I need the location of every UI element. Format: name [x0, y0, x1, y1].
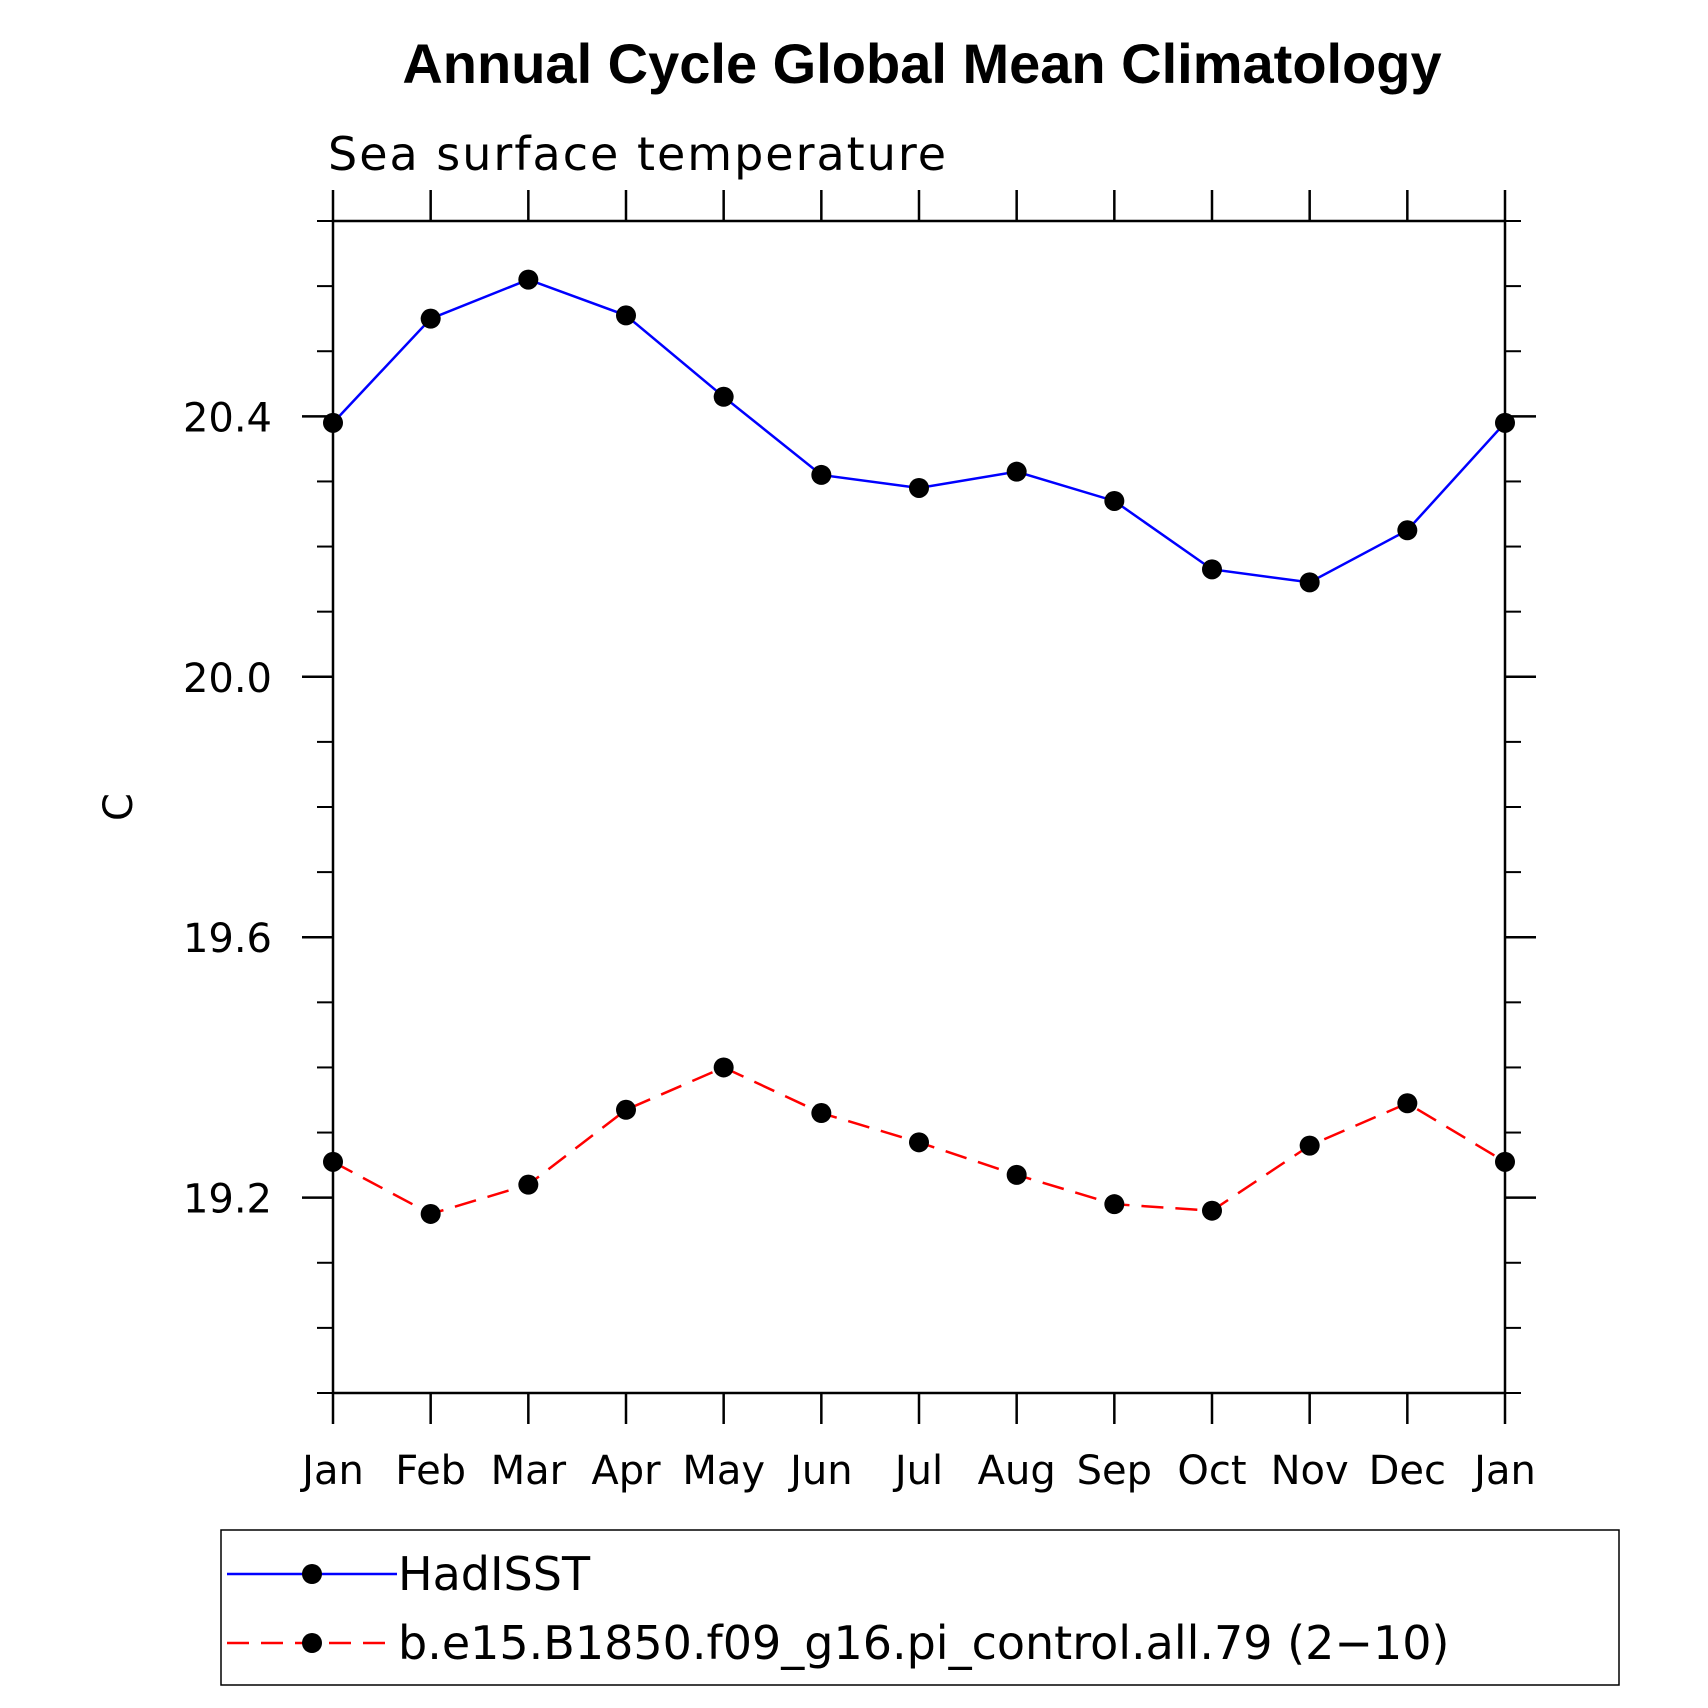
y-axis-ticks: 19.2 19.6 20.0 20.4: [183, 395, 1536, 1223]
series-2-point: [713, 1057, 734, 1078]
series-2-point: [1006, 1164, 1027, 1185]
series-1-point: [909, 477, 929, 498]
x-tick-label: Sep: [1077, 1448, 1152, 1494]
series-2-point: [518, 1174, 539, 1195]
y-tick-label: 20.0: [183, 656, 272, 702]
legend-marker-1: [302, 1564, 322, 1584]
legend-marker-2: [302, 1633, 322, 1653]
legend-label-2: b.e15.B1850.f09_g16.pi_control.all.79 (2…: [398, 1616, 1449, 1670]
series-line-1: [332, 278, 1506, 584]
series-1-point: [323, 412, 343, 433]
series-2-point: [1397, 1093, 1418, 1114]
plot-frame: [331, 219, 1507, 1395]
series-1-point: [713, 386, 734, 407]
series-1-point: [420, 308, 441, 329]
legend: HadISST b.e15.B1850.f09_g16.pi_control.al…: [227, 1547, 1449, 1670]
y-tick-label: 20.4: [183, 395, 272, 441]
x-tick-label: Jun: [787, 1448, 853, 1494]
x-tick-label: Mar: [491, 1448, 567, 1494]
y-axis-label: C: [96, 793, 142, 821]
x-tick-label: Apr: [591, 1448, 661, 1494]
series-2-point: [1495, 1151, 1515, 1172]
x-axis-ticks: Jan Feb Mar Apr May Jun Jul Aug Sep Oct Nov Dec Jan: [299, 190, 1536, 1494]
x-tick-label: Nov: [1271, 1448, 1349, 1494]
chart-subtitle: Sea surface temperature: [328, 127, 948, 181]
x-tick-label: Aug: [978, 1448, 1056, 1494]
x-tick-label: Dec: [1369, 1448, 1446, 1494]
series-1-point: [811, 464, 832, 485]
series-2-point: [1202, 1200, 1222, 1221]
x-tick-label: Jan: [1471, 1448, 1536, 1494]
chart-title: Annual Cycle Global Mean Climatology: [402, 32, 1441, 95]
x-tick-label: May: [682, 1448, 765, 1494]
series-2-point: [909, 1132, 929, 1153]
series-2-point: [420, 1203, 441, 1224]
x-tick-label: Jul: [892, 1448, 943, 1494]
series-1-point: [1006, 461, 1027, 482]
series-1-point: [1299, 572, 1320, 593]
series-2-point: [811, 1103, 832, 1124]
series-1-point: [616, 305, 636, 326]
x-tick-label: Feb: [395, 1448, 466, 1494]
series-2-point: [1104, 1194, 1125, 1215]
legend-box: [220, 1529, 1620, 1686]
series-1-point: [518, 269, 539, 290]
y-tick-label: 19.2: [183, 1177, 272, 1223]
series-1-point: [1495, 412, 1515, 433]
series-layer: [323, 269, 1515, 1224]
series-1-point: [1202, 559, 1222, 580]
y-minor-ticks: [317, 220, 1521, 1394]
y-tick-label: 19.6: [183, 916, 272, 962]
series-2-point: [323, 1151, 343, 1172]
x-tick-label: Jan: [299, 1448, 364, 1494]
series-2-point: [616, 1099, 636, 1120]
series-1-point: [1397, 520, 1418, 541]
series-2-point: [1299, 1135, 1320, 1156]
x-tick-label: Oct: [1177, 1448, 1246, 1494]
legend-label-1: HadISST: [398, 1547, 591, 1601]
series-1-point: [1104, 490, 1125, 511]
